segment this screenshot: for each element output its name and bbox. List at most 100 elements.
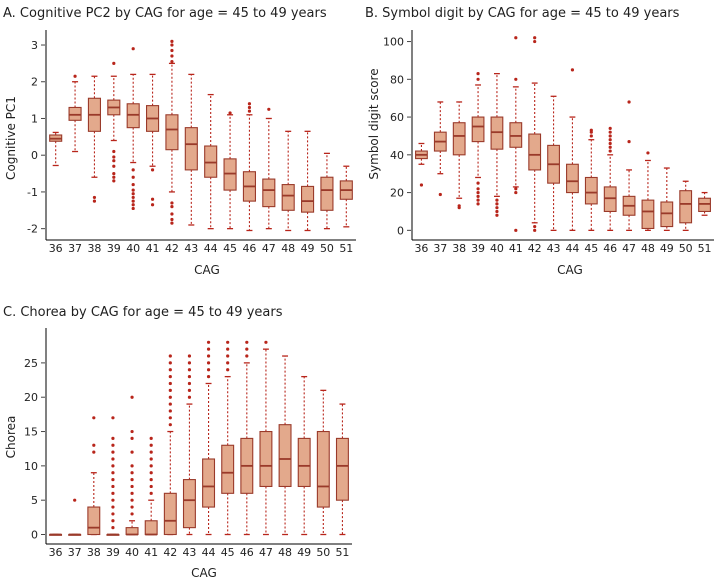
panel-b-outlier-point <box>495 202 499 206</box>
panel-b-plot: 0 20 40 60 80 100 36 37 38 39 40 41 42 43 44 45 46 47 48 49… <box>383 30 714 255</box>
panel-a-ytick-label: 1 <box>31 112 38 125</box>
panel-a-ytick-label: 2 <box>31 76 38 89</box>
panel-c-outlier-point <box>226 340 230 344</box>
panel-c-outlier-point <box>111 471 115 475</box>
panel-b-outlier-point <box>514 228 518 232</box>
panel-c-outlier-point <box>92 416 96 420</box>
panel-c-outlier-point <box>130 429 134 434</box>
panel-b-outlier-point <box>589 134 593 138</box>
panel-c-box <box>221 444 235 494</box>
panel-b-outlier-point <box>457 204 461 208</box>
panel-b-box <box>584 176 598 205</box>
panel-c-outlier-point <box>264 340 268 344</box>
panel-c-outlier-point <box>149 450 153 454</box>
panel-a-xtick-label: 44 <box>204 242 218 255</box>
panel-b-outlier-point <box>514 190 518 195</box>
panel-a-box <box>165 114 179 151</box>
panel-c-outlier-point <box>206 361 211 365</box>
panel-b-outlier-point <box>570 68 575 72</box>
panel-c-outlier-point <box>168 368 172 372</box>
panel-b-outlier-point <box>533 228 537 232</box>
panel-a-outlier-point <box>170 205 174 209</box>
panel-c-xlabel: CAG <box>191 566 217 580</box>
panel-a-outlier-point <box>112 179 116 183</box>
panel-a-xtick-label: 49 <box>301 242 315 255</box>
panel-b-xtick-label: 36 <box>414 242 428 255</box>
panel-b-xtick-label: 45 <box>584 242 598 255</box>
panel-a-xtick-label: 37 <box>68 242 82 255</box>
panel-b-outlier-point <box>514 187 518 191</box>
panel-a-box <box>184 127 198 171</box>
panel-a-outlier-point <box>131 199 135 203</box>
panel-a-xtick-label: 51 <box>339 242 353 255</box>
panel-a-outlier-point <box>150 197 155 201</box>
panel-b-outlier-point <box>627 100 631 104</box>
panel-c-outlier-point <box>187 368 192 372</box>
panel-b-xtick-label: 44 <box>565 242 579 255</box>
panel-b-ytick-label: 100 <box>383 36 404 49</box>
panel-a-outlier-point <box>112 149 116 154</box>
panel-b-outlier-point <box>608 138 612 142</box>
panel-c-box <box>278 424 292 488</box>
panel-a-outlier-point <box>247 102 252 106</box>
panel-c-outlier-point <box>206 368 211 372</box>
panel-b-outlier-point <box>533 36 537 40</box>
panel-b-ytick-label: 60 <box>390 111 404 124</box>
panel-a-outlier-point <box>131 203 135 207</box>
panel-c-ytick-label: 0 <box>31 529 38 542</box>
panel-b-box <box>698 197 711 213</box>
panel-c-outlier-point <box>206 340 211 344</box>
panel-c-title: C. Chorea by CAG for age = 45 to 49 year… <box>3 305 283 320</box>
panel-a-ytick-label: 0 <box>31 149 38 162</box>
panel-b-xtick-label: 43 <box>547 242 561 255</box>
panel-c-outlier-point <box>187 381 192 386</box>
panel-a-title: A. Cognitive PC2 by CAG for age = 45 to … <box>3 6 327 21</box>
panel-a-box <box>223 158 237 191</box>
panel-c-outlier-point <box>149 471 153 475</box>
panel-b-box <box>679 190 693 224</box>
panel-c-xtick-label: 48 <box>278 546 292 559</box>
panel-b-outlier-point <box>438 192 442 197</box>
panel-c-outlier-point <box>206 347 211 351</box>
panel-b-outlier-point <box>514 36 518 40</box>
panel-c-xtick-label: 41 <box>144 546 158 559</box>
panel-c-outlier-point <box>149 491 153 495</box>
panel-c-outlier-point <box>111 512 115 516</box>
panel-c-ytick-label: 15 <box>24 426 38 439</box>
panel-a-outlier-point <box>170 43 174 47</box>
panel-c-outlier-point <box>206 375 211 379</box>
panel-a-outlier-point <box>131 168 135 172</box>
panel-b-outlier-point <box>646 151 650 155</box>
panel-b-box <box>490 116 504 150</box>
panel-c-box <box>335 437 349 501</box>
panel-b-xtick-label: 38 <box>452 242 466 255</box>
panel-b-outlier-point <box>476 72 480 76</box>
panel-c-xtick-label: 42 <box>163 546 177 559</box>
panel-c-xtick-label: 47 <box>259 546 273 559</box>
panel-a-xtick-label: 36 <box>49 242 63 255</box>
panel-a-outlier-point <box>228 111 232 115</box>
panel-a-ytick-label: -2 <box>27 223 38 236</box>
panel-b-xtick-label: 50 <box>679 242 693 255</box>
panel-c-outlier-point <box>111 464 115 468</box>
panel-b-xtick-label: 41 <box>509 242 523 255</box>
panel-b-box <box>641 199 655 229</box>
panel-a-outlier-point <box>131 206 135 211</box>
panel-a-outlier-point <box>131 182 135 187</box>
panel-a-xtick-label: 45 <box>223 242 237 255</box>
panel-c-outlier-point <box>111 484 115 489</box>
panel-c-outlier-point <box>130 464 134 468</box>
panel-a-ytick-label: -1 <box>27 186 38 199</box>
panel-b-box <box>566 163 579 194</box>
panel-a-ytick-label: 3 <box>31 39 38 52</box>
panel-a-xtick-label: 39 <box>107 242 121 255</box>
panel-c-outlier-point <box>111 450 115 454</box>
panel-c-outlier-point <box>168 423 172 427</box>
panel-b-outlier-point <box>608 126 612 130</box>
panel-a-outlier-point <box>131 192 135 196</box>
panel-c-xtick-label: 38 <box>87 546 101 559</box>
panel-b-xtick-label: 49 <box>660 242 674 255</box>
panel-c-box <box>259 430 273 488</box>
panel-b-box <box>471 116 485 143</box>
panel-b-xtick-label: 39 <box>471 242 485 255</box>
